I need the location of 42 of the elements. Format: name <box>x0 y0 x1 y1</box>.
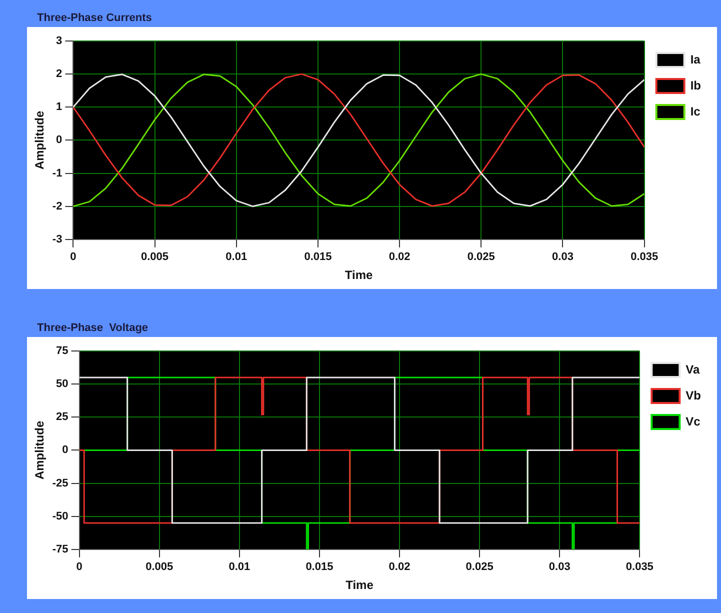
x-axis-title: Time <box>346 578 374 592</box>
y-tick-label: -2 <box>52 200 62 212</box>
x-tick-label: 0.025 <box>466 561 494 574</box>
legend-label: Vc <box>686 414 701 428</box>
x-tick-label: 0.035 <box>630 251 658 264</box>
x-tick-label: 0 <box>76 561 82 574</box>
chart-title: Three-Phase Currents <box>37 12 153 24</box>
x-tick-label: 0.035 <box>626 561 654 574</box>
x-tick-label: 0.02 <box>388 561 410 574</box>
y-axis-title: Amplitude <box>32 110 47 170</box>
x-axis-title: Time <box>344 268 373 282</box>
y-tick-label: -75 <box>52 543 68 556</box>
y-tick-label: 25 <box>56 411 68 424</box>
y-tick-label: -1 <box>52 167 62 180</box>
x-tick-label: 0.03 <box>552 251 574 264</box>
x-tick-label: 0.01 <box>228 561 250 574</box>
x-tick-label: 0 <box>70 251 76 264</box>
y-axis-title: Amplitude <box>32 420 47 480</box>
y-tick-label: 0 <box>62 444 68 456</box>
y-tick-label: -25 <box>52 477 68 490</box>
x-tick-label: 0.015 <box>304 251 332 264</box>
y-tick-label: -3 <box>52 233 62 246</box>
legend-label: Ia <box>690 52 701 66</box>
y-tick-label: 1 <box>56 101 62 114</box>
x-tick-label: 0.03 <box>548 561 570 574</box>
legend-label: Vb <box>686 388 702 402</box>
x-tick-label: 0.005 <box>141 251 169 264</box>
y-tick-label: 2 <box>56 68 62 80</box>
y-tick-label: 75 <box>56 345 68 358</box>
x-tick-label: 0.005 <box>146 561 174 574</box>
x-tick-label: 0.01 <box>226 251 248 264</box>
y-tick-label: 3 <box>56 35 62 48</box>
y-tick-label: 0 <box>56 134 62 146</box>
x-tick-label: 0.025 <box>467 251 495 264</box>
x-tick-label: 0.02 <box>388 251 410 264</box>
y-tick-label: -50 <box>52 510 68 522</box>
legend-label: Ib <box>690 78 702 92</box>
y-tick-label: 50 <box>56 378 68 390</box>
legend-label: Ic <box>690 104 701 118</box>
legend-label: Va <box>686 362 700 376</box>
chart-title: Three-Phase Voltage <box>37 322 150 334</box>
x-tick-label: 0.015 <box>306 561 334 574</box>
